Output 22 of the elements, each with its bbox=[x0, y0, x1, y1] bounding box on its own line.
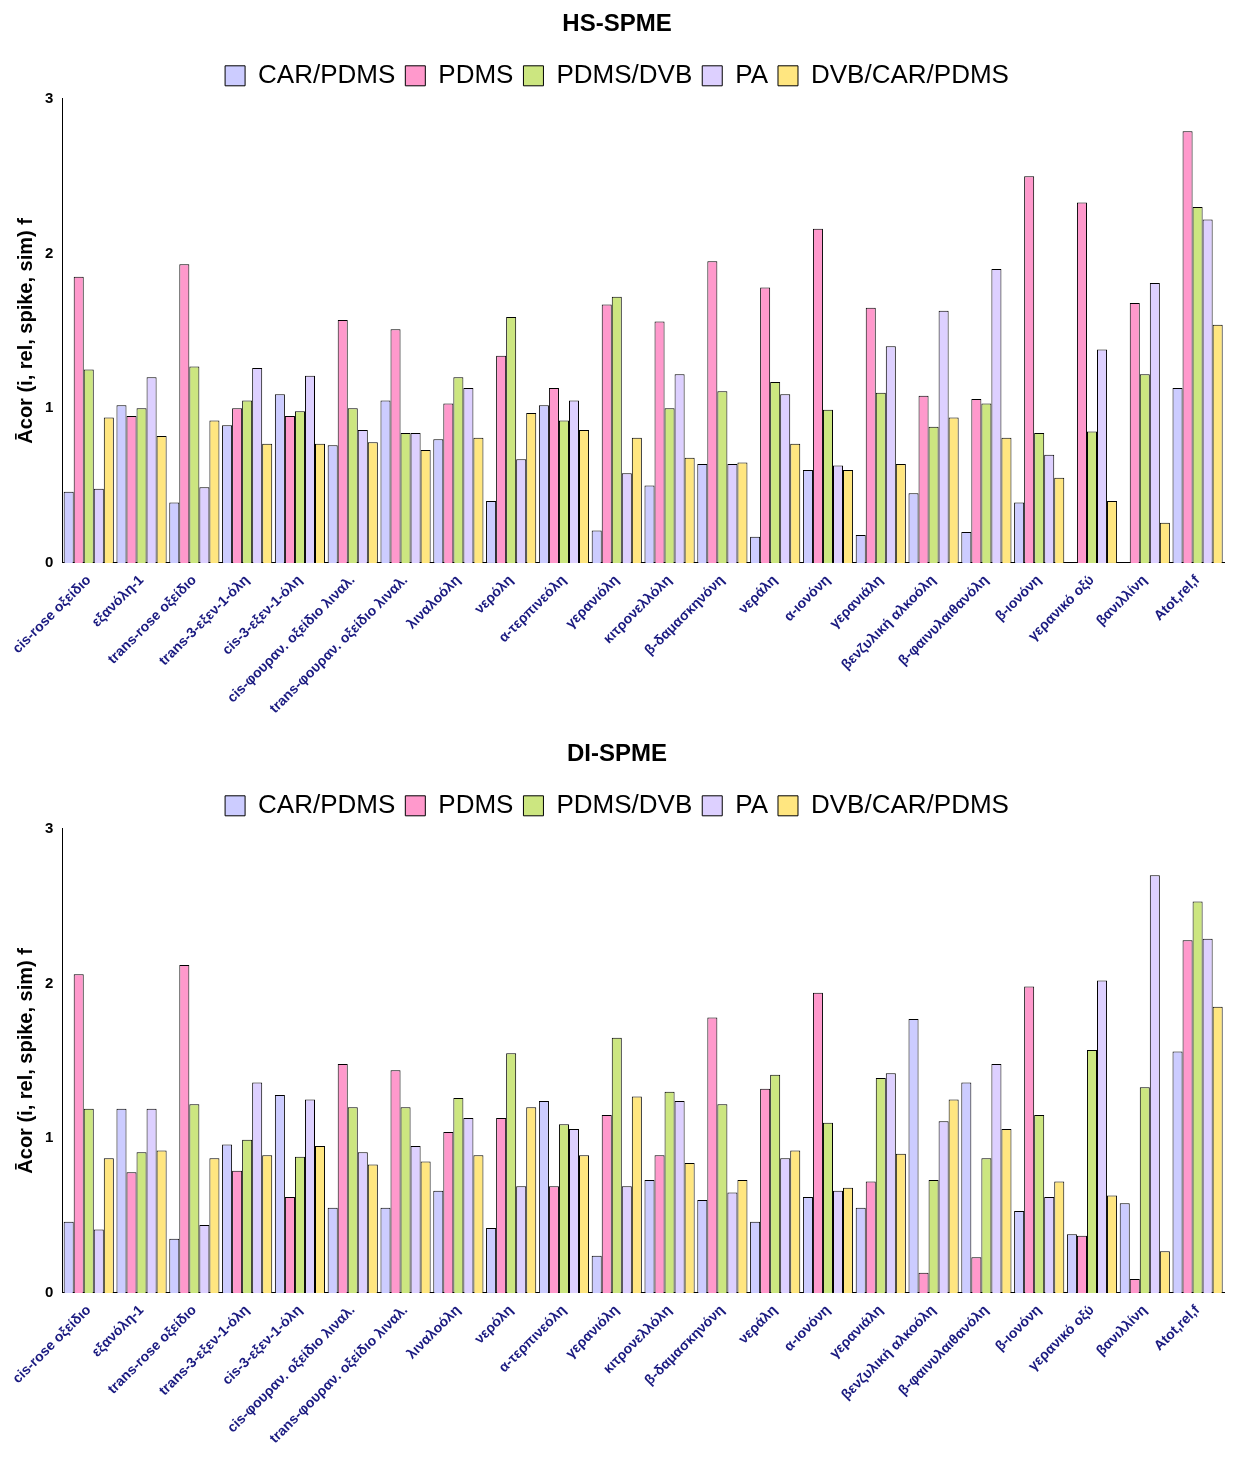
y-tick-label: 0 bbox=[45, 1283, 54, 1301]
chart-title: HS-SPME bbox=[562, 9, 672, 37]
y-tick-label: 3 bbox=[45, 88, 54, 106]
y-tick-label: 1 bbox=[45, 398, 54, 416]
y-axis-title: Ācor (i, rel, spike, sim) f bbox=[13, 947, 36, 1174]
legend-label: PDMS/DVB bbox=[556, 58, 693, 89]
legend-label: DVB/CAR/PDMS bbox=[811, 58, 1009, 89]
y-tick-label: 2 bbox=[45, 243, 54, 261]
legend-label: PA bbox=[735, 788, 769, 819]
chart-title: DI-SPME bbox=[566, 739, 668, 767]
y-tick-label: 2 bbox=[45, 973, 54, 991]
legend-label: PDMS/DVB bbox=[556, 788, 693, 819]
legend-label: PA bbox=[735, 58, 769, 89]
legend-label: CAR/PDMS bbox=[258, 58, 396, 89]
y-axis-title: Ācor (i, rel, spike, sim) f bbox=[13, 217, 36, 444]
y-tick-label: 0 bbox=[45, 553, 54, 571]
legend-label: DVB/CAR/PDMS bbox=[811, 788, 1009, 819]
legend-label: PDMS bbox=[438, 788, 514, 819]
y-tick-label: 1 bbox=[45, 1128, 54, 1146]
legend-label: CAR/PDMS bbox=[258, 788, 396, 819]
y-tick-label: 3 bbox=[45, 818, 54, 836]
legend-label: PDMS bbox=[438, 58, 514, 89]
